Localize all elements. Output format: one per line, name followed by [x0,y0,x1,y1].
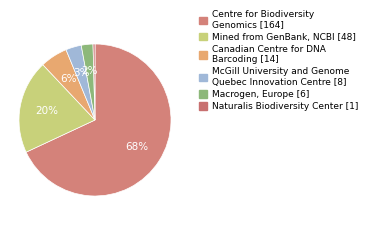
Text: 68%: 68% [125,142,148,151]
Wedge shape [19,65,95,152]
Legend: Centre for Biodiversity
Genomics [164], Mined from GenBank, NCBI [48], Canadian : Centre for Biodiversity Genomics [164], … [198,9,359,112]
Text: 6%: 6% [60,73,76,84]
Wedge shape [26,44,171,196]
Wedge shape [93,44,95,120]
Text: 3%: 3% [73,68,89,78]
Wedge shape [66,45,95,120]
Wedge shape [81,44,95,120]
Wedge shape [43,50,95,120]
Text: 20%: 20% [35,106,58,116]
Text: 2%: 2% [82,66,98,76]
